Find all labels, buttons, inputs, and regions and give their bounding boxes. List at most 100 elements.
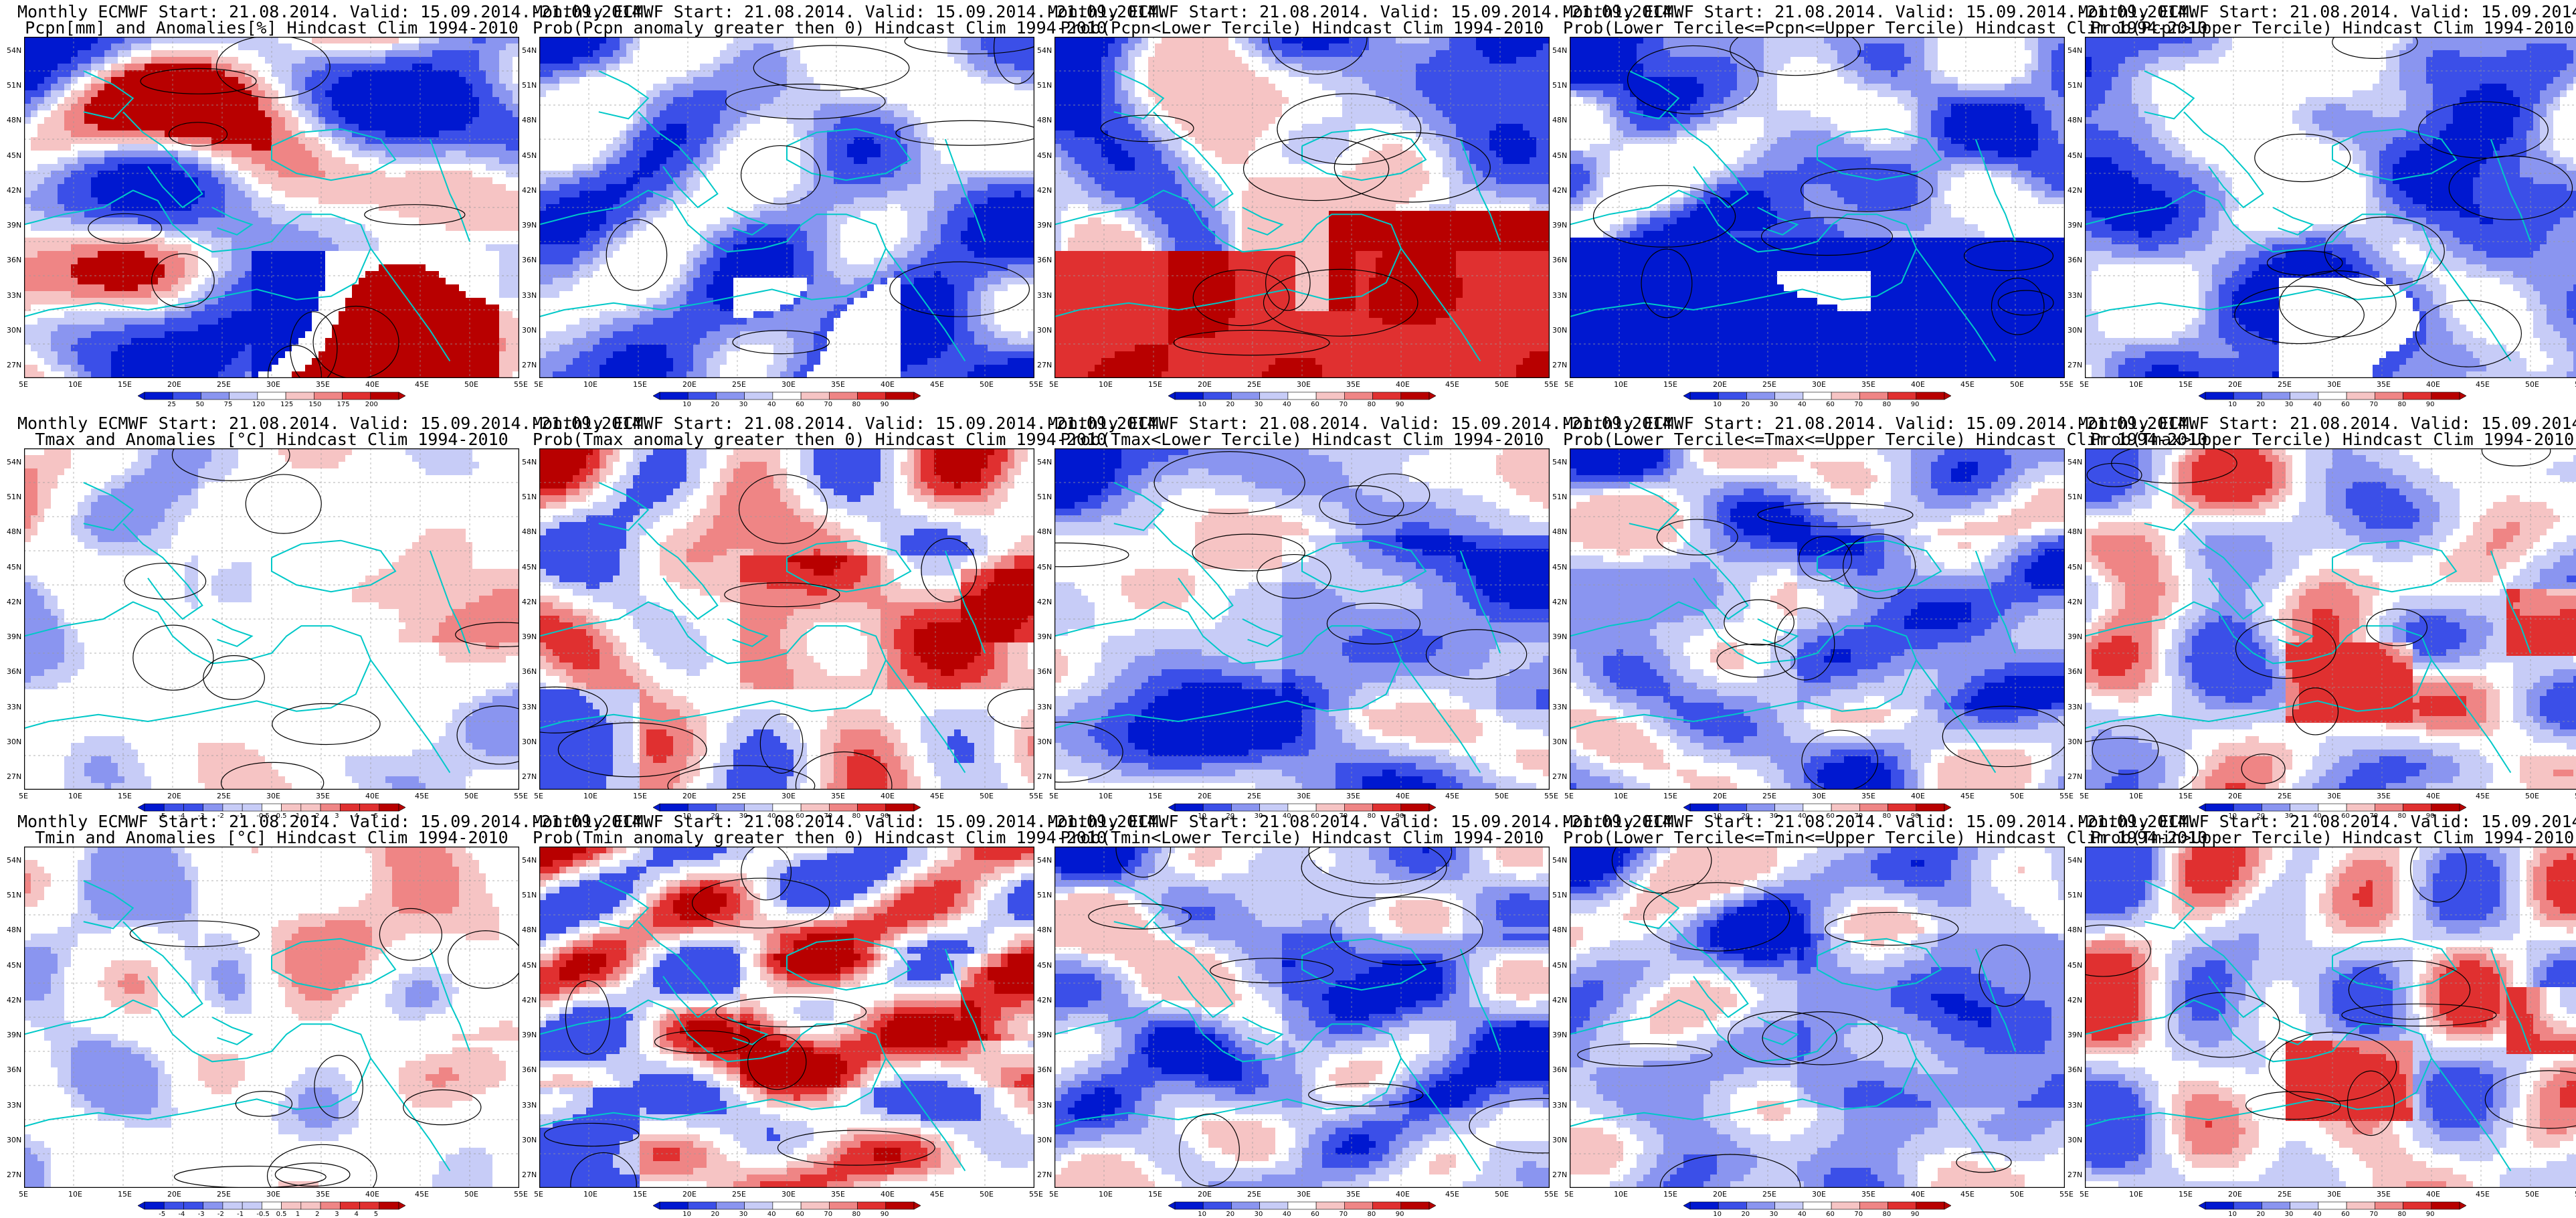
latitude-label: 36N <box>1552 256 1567 264</box>
latitude-label: 45N <box>1037 962 1052 969</box>
colorbar-swatch <box>745 392 773 400</box>
colorbar-label: 20 <box>1741 402 1750 408</box>
longitude-label: 5E <box>2080 792 2089 800</box>
colorbar-label: 150 <box>308 402 321 408</box>
colorbar-label: 5 <box>374 1211 378 1218</box>
colorbar-label: 20 <box>2256 1211 2265 1218</box>
latitude-label: 54N <box>522 47 537 54</box>
latitude-label: 33N <box>522 292 537 299</box>
colorbar-swatch <box>1831 392 1859 400</box>
colorbar-swatch <box>1260 804 1288 811</box>
colorbar-swatch <box>2375 392 2403 400</box>
colorbar-label: 20 <box>2256 402 2265 408</box>
colorbar-swatch <box>1401 804 1429 811</box>
colorbar-swatch <box>829 804 857 811</box>
latitude-label: 48N <box>522 116 537 124</box>
colorbar-swatch <box>1344 1202 1372 1209</box>
colorbar-arrow-right <box>2460 1202 2466 1209</box>
longitude-label: 40E <box>365 792 379 800</box>
colorbar <box>1683 392 1951 400</box>
longitude-label: 40E <box>1396 381 1410 388</box>
latitude-label: 27N <box>7 361 21 369</box>
longitude-label: 45E <box>2476 1191 2490 1198</box>
longitude-label: 5E <box>1564 792 1574 800</box>
latitude-label: 54N <box>522 857 537 864</box>
colorbar-swatch <box>1859 804 1888 811</box>
longitude-label: 15E <box>1663 381 1677 388</box>
latitude-label: 54N <box>7 458 21 466</box>
longitude-label: 40E <box>881 1191 895 1198</box>
latitude-label: 42N <box>522 996 537 1004</box>
colorbar-label: -3 <box>198 1211 205 1218</box>
colorbar-label: 40 <box>1283 1211 1291 1218</box>
longitude-label: 30E <box>266 1191 280 1198</box>
colorbar-swatch <box>371 392 399 400</box>
colorbar-arrow-left <box>2199 1202 2205 1209</box>
longitude-label: 25E <box>1762 1191 1776 1198</box>
latitude-label: 51N <box>1037 493 1052 501</box>
colorbar-swatch <box>2290 1202 2318 1209</box>
latitude-label: 36N <box>522 1066 537 1073</box>
colorbar-label: 120 <box>252 402 265 408</box>
latitude-label: 39N <box>1037 633 1052 640</box>
colorbar-swatch <box>1775 804 1803 811</box>
probability-map <box>1054 37 1550 378</box>
longitude-label: 20E <box>167 792 181 800</box>
colorbar-arrow-right <box>914 804 921 811</box>
latitude-label: 42N <box>1037 996 1052 1004</box>
latitude-label: 42N <box>1552 187 1567 194</box>
colorbar-swatch <box>2403 1202 2431 1209</box>
colorbar-swatch <box>2318 392 2347 400</box>
probability-map <box>1570 448 2065 790</box>
colorbar-label: 125 <box>280 402 293 408</box>
longitude-label: 30E <box>1297 792 1311 800</box>
longitude-label: 40E <box>1911 792 1925 800</box>
latitude-label: 36N <box>1552 668 1567 675</box>
colorbar-swatch <box>2347 1202 2375 1209</box>
panel-title-line2: Prob(Lower Tercile<=Tmax<=Upper Tercile)… <box>1563 430 2072 448</box>
colorbar-arrow-left <box>1683 1202 1690 1209</box>
longitude-label: 15E <box>118 792 132 800</box>
colorbar-swatch <box>1175 804 1203 811</box>
colorbar-swatch <box>1260 392 1288 400</box>
longitude-label: 25E <box>2278 381 2292 388</box>
latitude-label: 39N <box>7 222 21 229</box>
longitude-label: 35E <box>2377 381 2391 388</box>
probability-map <box>2085 847 2576 1188</box>
latitude-label: 45N <box>522 563 537 571</box>
latitude-label: 48N <box>1037 116 1052 124</box>
latitude-label: 33N <box>7 292 21 299</box>
latitude-label: 45N <box>7 152 21 159</box>
colorbar-label: 30 <box>2285 402 2294 408</box>
colorbar-label: 90 <box>1396 1211 1404 1218</box>
colorbar-label: 40 <box>1798 402 1807 408</box>
panel-title-line2: Prob(Tmax>Upper Tercile) Hindcast Clim 1… <box>2078 430 2576 448</box>
colorbar-swatch <box>320 804 340 811</box>
colorbar <box>1168 803 1436 812</box>
colorbar-swatch <box>1803 1202 1831 1209</box>
colorbar-swatch <box>223 804 242 811</box>
latitude-label: 48N <box>2067 926 2082 934</box>
latitude-label: 27N <box>1037 773 1052 780</box>
latitude-label: 51N <box>1037 82 1052 89</box>
longitude-label: 50E <box>464 1191 478 1198</box>
longitude-label: 20E <box>1198 1191 1212 1198</box>
latitude-label: 39N <box>1037 1031 1052 1039</box>
colorbar-arrow-right <box>1944 1202 1951 1209</box>
latitude-label: 54N <box>522 458 537 466</box>
colorbar-swatch <box>1690 804 1718 811</box>
latitude-label: 54N <box>1552 47 1567 54</box>
longitude-label: 15E <box>1148 792 1162 800</box>
longitude-label: 5E <box>1564 381 1574 388</box>
colorbar-label: 70 <box>824 1211 832 1218</box>
colorbar-swatch <box>2318 804 2347 811</box>
longitude-label: 15E <box>2179 381 2193 388</box>
longitude-label: 55E <box>2059 1191 2074 1198</box>
panel-title-line2: Prob(Lower Tercile<=Tmin<=Upper Tercile)… <box>1563 829 2072 847</box>
latitude-label: 33N <box>2067 703 2082 711</box>
longitude-label: 30E <box>1297 381 1311 388</box>
longitude-label: 45E <box>415 381 429 388</box>
longitude-label: 25E <box>217 381 231 388</box>
colorbar-swatch <box>360 1202 379 1209</box>
colorbar-swatch <box>1803 804 1831 811</box>
